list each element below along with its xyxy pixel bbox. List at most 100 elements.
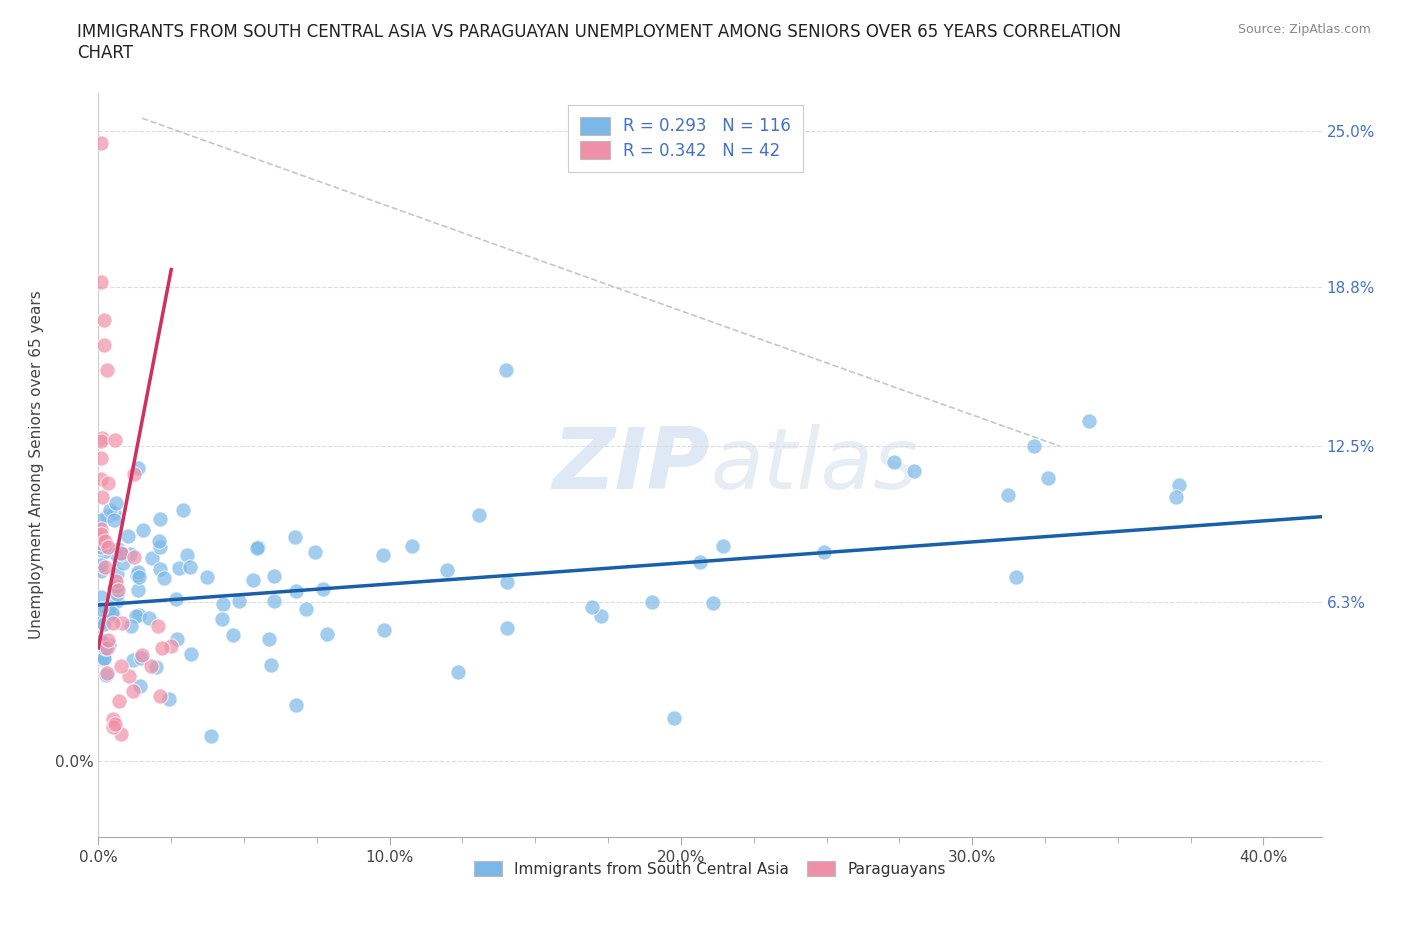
Point <box>1168 477 1191 492</box>
Point <box>112 548 135 563</box>
Point <box>180 647 202 662</box>
Y-axis label: Unemployment Among Seniors over 65 years: Unemployment Among Seniors over 65 years <box>28 291 44 640</box>
Point <box>96 601 118 616</box>
Point <box>100 605 122 620</box>
Point <box>149 512 172 526</box>
Point <box>589 608 612 623</box>
Point <box>145 659 167 674</box>
Point <box>246 540 269 555</box>
Point <box>105 578 128 593</box>
Point <box>96 363 118 378</box>
Point <box>131 648 153 663</box>
Point <box>96 641 118 656</box>
Point <box>312 582 335 597</box>
Point <box>122 467 145 482</box>
Point <box>157 692 180 707</box>
Point <box>108 694 131 709</box>
Point <box>120 619 142 634</box>
Point <box>997 487 1019 502</box>
Point <box>98 603 121 618</box>
Point <box>165 591 187 606</box>
Point <box>167 561 190 576</box>
Point <box>122 684 145 698</box>
Point <box>97 632 120 647</box>
Point <box>257 631 280 646</box>
Point <box>711 538 734 553</box>
Point <box>90 633 112 648</box>
Point <box>103 719 125 734</box>
Point <box>93 312 115 327</box>
Point <box>105 586 128 601</box>
Point <box>93 534 115 549</box>
Point <box>200 729 222 744</box>
Point <box>371 548 394 563</box>
Point <box>211 611 233 626</box>
Point <box>91 431 114 445</box>
Point <box>125 609 148 624</box>
Point <box>103 512 125 527</box>
Point <box>581 600 603 615</box>
Point <box>90 472 112 486</box>
Point <box>110 727 132 742</box>
Point <box>98 638 121 653</box>
Point <box>662 711 685 726</box>
Point <box>90 450 112 465</box>
Point <box>176 548 198 563</box>
Point <box>91 635 114 650</box>
Point <box>90 558 112 573</box>
Point <box>284 530 307 545</box>
Point <box>96 666 118 681</box>
Point <box>260 658 283 672</box>
Point <box>97 539 120 554</box>
Point <box>401 538 423 553</box>
Point <box>263 568 285 583</box>
Point <box>127 460 149 475</box>
Point <box>94 641 117 656</box>
Text: Source: ZipAtlas.com: Source: ZipAtlas.com <box>1237 23 1371 36</box>
Point <box>104 716 127 731</box>
Point <box>903 464 925 479</box>
Point <box>496 620 519 635</box>
Point <box>149 689 172 704</box>
Point <box>373 623 395 638</box>
Point <box>103 505 125 520</box>
Point <box>101 608 124 623</box>
Point <box>1077 414 1099 429</box>
Point <box>90 602 112 617</box>
Point <box>883 455 905 470</box>
Point <box>138 611 160 626</box>
Point <box>1036 471 1059 485</box>
Point <box>222 628 245 643</box>
Point <box>125 567 148 582</box>
Point <box>813 544 835 559</box>
Point <box>285 583 308 598</box>
Point <box>110 658 132 673</box>
Point <box>93 651 115 666</box>
Point <box>90 522 112 537</box>
Point <box>90 652 112 667</box>
Point <box>101 711 124 726</box>
Point <box>90 564 112 578</box>
Point <box>148 533 170 548</box>
Point <box>90 274 112 289</box>
Point <box>146 618 169 633</box>
Point <box>111 555 134 570</box>
Point <box>93 338 115 352</box>
Point <box>295 602 318 617</box>
Point <box>100 602 122 617</box>
Point <box>104 547 127 562</box>
Point <box>120 547 142 562</box>
Point <box>496 575 519 590</box>
Point <box>468 507 491 522</box>
Point <box>94 559 117 574</box>
Point <box>91 530 114 545</box>
Point <box>152 571 174 586</box>
Point <box>90 539 112 554</box>
Point <box>97 475 120 490</box>
Point <box>91 489 114 504</box>
Point <box>93 545 115 560</box>
Point <box>152 641 174 656</box>
Point <box>128 570 150 585</box>
Point <box>212 597 235 612</box>
Point <box>127 565 149 579</box>
